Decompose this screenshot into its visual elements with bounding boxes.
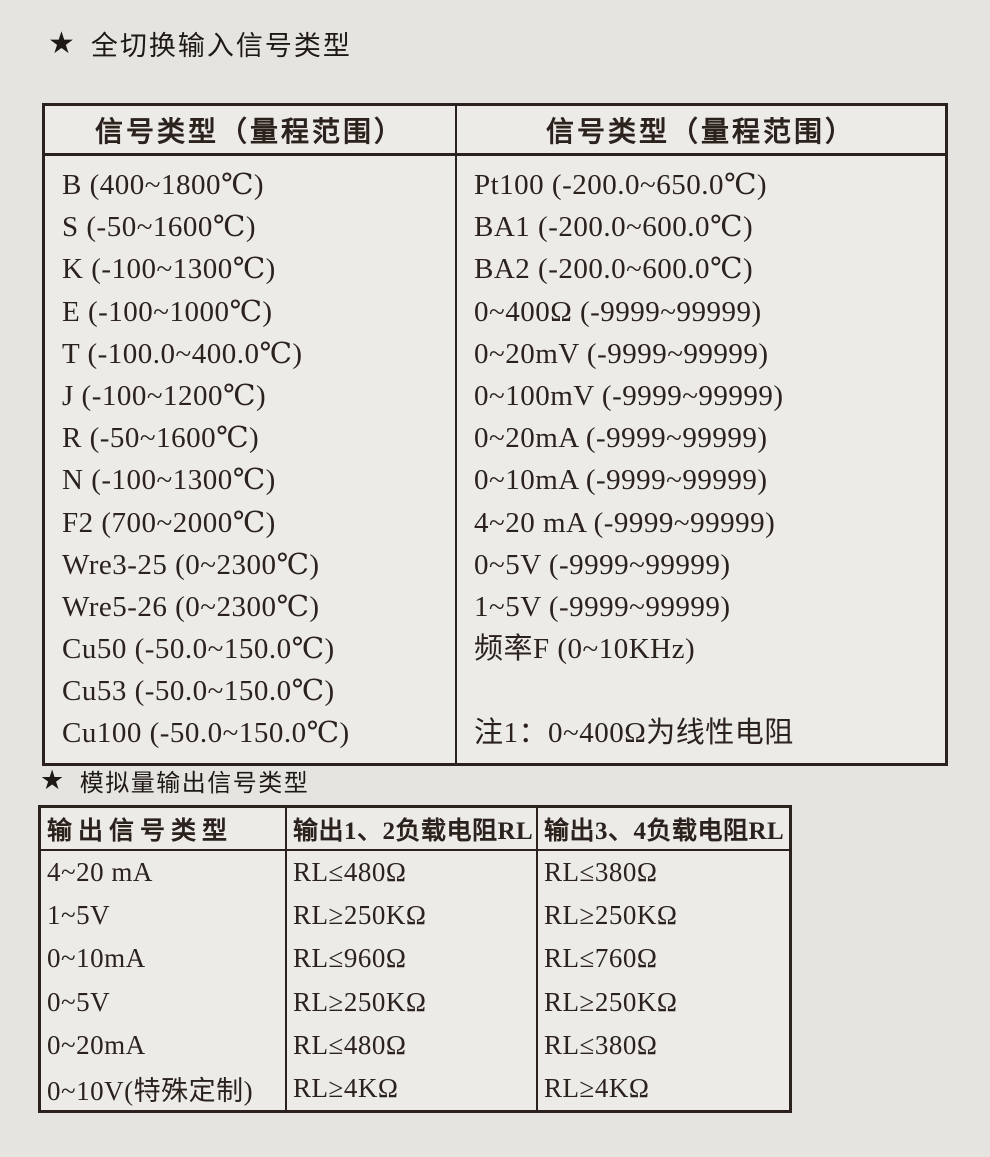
output-type-cell: 0~20mA — [47, 1029, 146, 1060]
table-header-cell: 输出信号类型 — [41, 808, 285, 851]
signal-row: 0~20mA (-9999~99999) — [474, 422, 768, 455]
signal-row: Cu100 (-50.0~150.0℃) — [62, 717, 350, 750]
signal-row: B (400~1800℃) — [62, 169, 265, 201]
section-title: 模拟量输出信号类型 — [79, 770, 310, 797]
signal-row: Cu50 (-50.0~150.0℃) — [62, 633, 335, 666]
signal-row: Wre3-25 (0~2300℃) — [62, 548, 320, 581]
signal-row: 0~400Ω (-9999~99999) — [474, 295, 762, 328]
table-header-cell: 信号类型（量程范围） — [455, 106, 945, 156]
output-type-cell: 0~10V(特殊定制) — [47, 1075, 254, 1106]
signal-row: 0~20mV (-9999~99999) — [474, 337, 769, 370]
output-type-cell: 1~5V — [47, 900, 111, 931]
signal-row: N (-100~1300℃) — [62, 464, 276, 497]
input-table-right-column: Pt100 (-200.0~650.0℃) BA1 (-200.0~600.0℃… — [455, 156, 945, 763]
signal-row: E (-100~1000℃) — [62, 295, 273, 328]
signal-row: 4~20 mA (-9999~99999) — [474, 506, 776, 539]
output-type-cell: 0~5V — [47, 986, 111, 1017]
signal-row: Pt100 (-200.0~650.0℃) — [474, 169, 768, 201]
signal-row: T (-100.0~400.0℃) — [62, 337, 303, 370]
signal-row: BA1 (-200.0~600.0℃) — [474, 211, 754, 244]
signal-row: F2 (700~2000℃) — [62, 506, 276, 539]
section-title: 全切换输入信号类型 — [90, 31, 352, 61]
signal-row: 0~100mV (-9999~99999) — [474, 379, 784, 412]
load-resistance-cell: RL≥250KΩ — [285, 894, 536, 938]
input-table-left-column: B (400~1800℃) S (-50~1600℃) K (-100~1300… — [45, 156, 455, 763]
signal-row: 0~10mA (-9999~99999) — [474, 464, 768, 497]
signal-row: 频率F (0~10KHz) — [474, 633, 696, 666]
load-resistance-cell: RL≥250KΩ — [536, 894, 789, 938]
table-note: 注1：0~400Ω为线性电阻 — [474, 717, 794, 750]
load-resistance-cell: RL≥250KΩ — [285, 980, 536, 1024]
table-header-cell: 信号类型（量程范围） — [45, 106, 455, 156]
output-type-cell: 0~10mA — [47, 943, 146, 974]
signal-row: Wre5-26 (0~2300℃) — [62, 590, 320, 623]
load-resistance-cell: RL≥4KΩ — [285, 1066, 536, 1110]
load-resistance-cell: RL≤380Ω — [536, 1023, 789, 1067]
signal-row: S (-50~1600℃) — [62, 211, 256, 244]
signal-row: R (-50~1600℃) — [62, 422, 260, 455]
load-resistance-cell: RL≤960Ω — [285, 937, 536, 981]
load-resistance-cell: RL≥4KΩ — [536, 1066, 789, 1110]
load-resistance-cell: RL≤480Ω — [285, 1023, 536, 1067]
signal-row: BA2 (-200.0~600.0℃) — [474, 253, 754, 286]
output-signal-table: 输出信号类型 输出1、2负载电阻RL 输出3、4负载电阻RL 4~20 mA R… — [38, 805, 792, 1113]
load-resistance-cell: RL≤760Ω — [536, 937, 789, 981]
star-icon: ★ — [40, 765, 66, 795]
signal-row: K (-100~1300℃) — [62, 253, 276, 286]
load-resistance-cell: RL≤380Ω — [536, 851, 789, 895]
signal-row: J (-100~1200℃) — [62, 379, 267, 412]
signal-row: 1~5V (-9999~99999) — [474, 590, 731, 623]
star-icon: ★ — [48, 26, 77, 60]
load-resistance-cell: RL≤480Ω — [285, 851, 536, 895]
output-signal-section-heading: ★ 模拟量输出信号类型 — [40, 763, 309, 798]
signal-row: Cu53 (-50.0~150.0℃) — [62, 675, 335, 708]
output-type-cell: 4~20 mA — [47, 857, 153, 888]
input-signal-table: 信号类型（量程范围） 信号类型（量程范围） B (400~1800℃) S (-… — [42, 103, 948, 766]
input-signal-section-heading: ★ 全切换输入信号类型 — [48, 24, 352, 63]
load-resistance-cell: RL≥250KΩ — [536, 980, 789, 1024]
signal-row: 0~5V (-9999~99999) — [474, 548, 731, 581]
table-header-cell: 输出1、2负载电阻RL — [285, 808, 536, 851]
table-header-cell: 输出3、4负载电阻RL — [536, 808, 789, 851]
